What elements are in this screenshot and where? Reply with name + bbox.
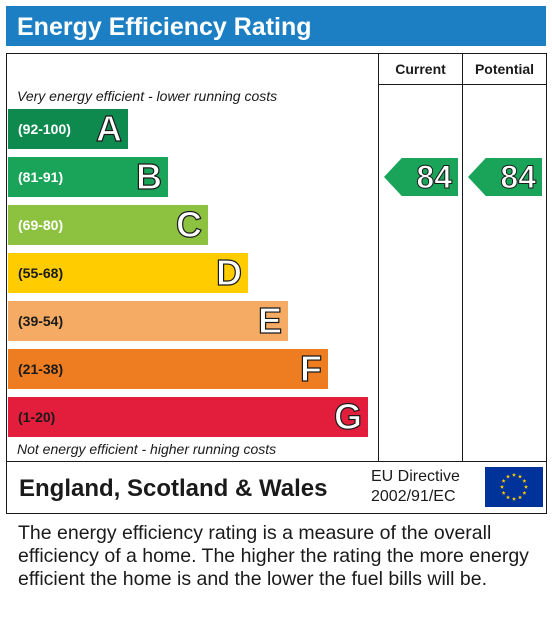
band-letter: B [135,156,162,197]
band-g: (1-20) G [8,397,368,437]
eu-directive: EU Directive 2002/91/EC [371,467,460,507]
description-text: The energy efficiency rating is a measur… [18,522,529,590]
flag-star [505,495,511,500]
potential-column-header: Potential [474,61,535,77]
flag-star [523,484,529,489]
band-letter: D [215,252,242,293]
flag-star [511,472,517,477]
flag-star [517,495,523,500]
eu-flag-icon [485,467,543,507]
footer: England, Scotland & Wales EU Directive 2… [6,461,547,514]
band-e: (39-54) E [8,301,288,341]
page-title: Energy Efficiency Rating [6,6,546,46]
current-column-header: Current [395,61,446,77]
band-c: (69-80) C [8,205,208,245]
band-letter: G [333,396,362,437]
band-letter: F [299,348,322,389]
band-range-label: (69-80) [18,217,64,233]
flag-star [499,484,505,489]
band-range-label: (55-68) [18,265,64,281]
band-b: (81-91) B [8,157,168,197]
flag-star [517,474,523,479]
flag-star [505,474,511,479]
flag-star [522,478,527,483]
band-a: (92-100) A [8,109,128,149]
band-range-label: (1-20) [18,409,56,425]
band-letter: C [175,204,202,245]
flag-star [501,490,506,495]
band-letter: E [257,300,282,341]
band-d: (55-68) D [8,253,248,293]
bottom-note: Not energy efficient - higher running co… [17,441,277,457]
band-range-label: (21-38) [18,361,64,377]
band-range-label: (92-100) [18,121,71,137]
flag-star [522,490,527,495]
rating-table: Current Potential Very energy efficient … [6,53,547,462]
directive-line-2: 2002/91/EC [371,488,456,505]
band-range-label: (81-91) [18,169,64,185]
band-letter: A [95,108,122,149]
column-divider [462,54,463,461]
region-label: England, Scotland & Wales [19,475,328,502]
directive-line-1: EU Directive [371,468,460,485]
band-range-label: (39-54) [18,313,64,329]
band-f: (21-38) F [8,349,328,389]
flag-star [501,478,506,483]
current-rating-arrow: 84 [384,158,458,196]
top-note: Very energy efficient - lower running co… [17,88,278,104]
potential-rating-arrow: 84 [468,158,542,196]
column-divider [378,54,379,461]
header-divider [378,84,546,85]
flag-star [511,496,517,501]
